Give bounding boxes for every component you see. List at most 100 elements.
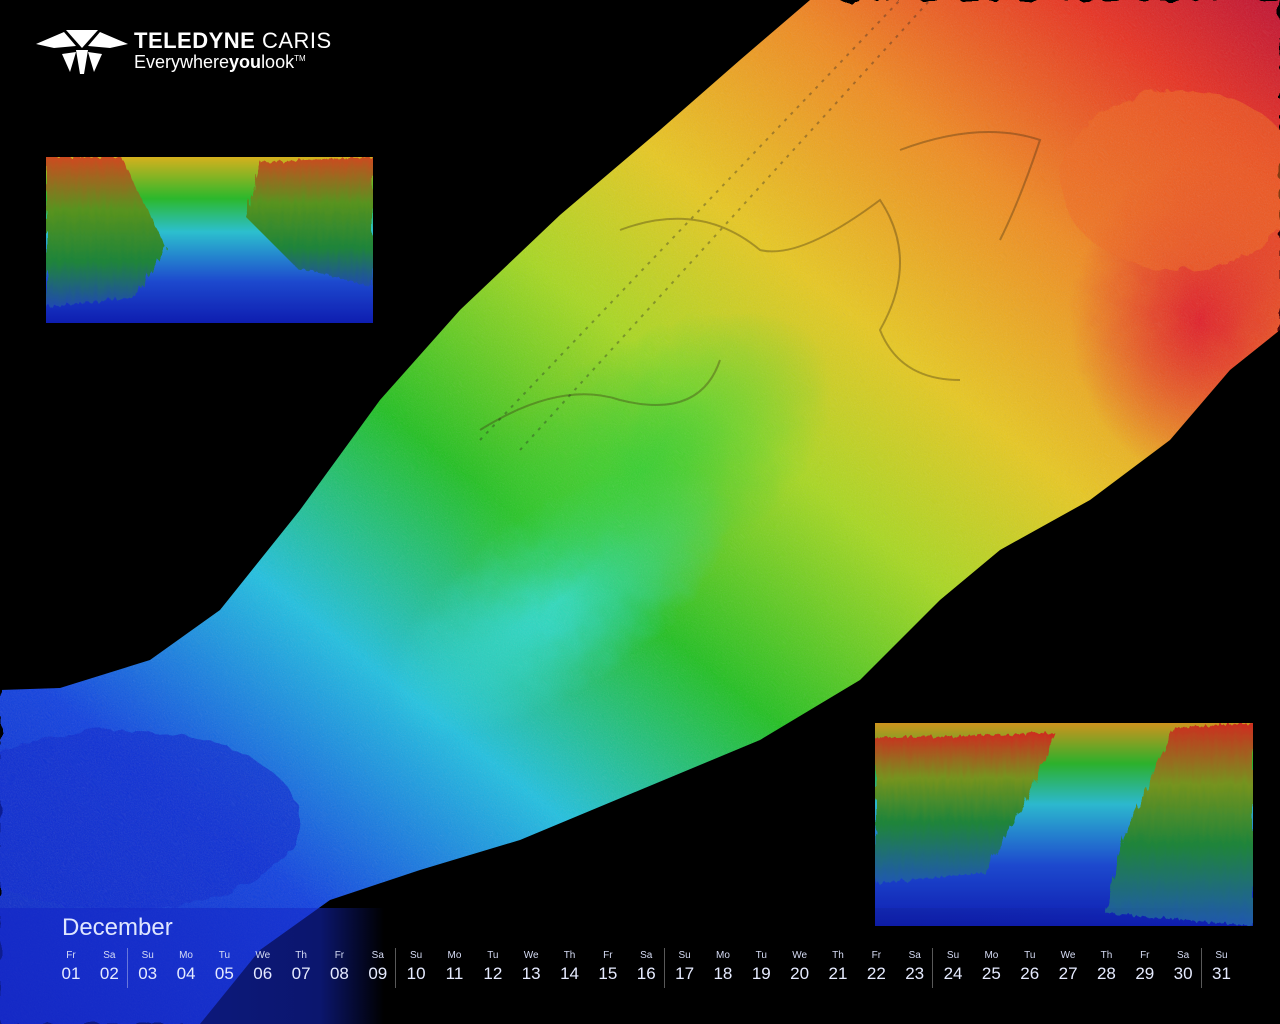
calendar-weekday: Sa: [1177, 950, 1190, 961]
month-title: December: [62, 914, 173, 941]
calendar-date: 16: [636, 964, 656, 983]
calendar-day: Su 10: [397, 950, 435, 984]
calendar-day: Tu 19: [742, 950, 780, 984]
calendar-day: Su 31: [1203, 950, 1241, 984]
calendar-weekday: Fr: [66, 950, 76, 961]
calendar-weekday: Mo: [715, 950, 730, 961]
calendar-date: 31: [1212, 964, 1231, 983]
calendar-date: 18: [713, 964, 733, 983]
calendar-weekday: Sa: [371, 950, 384, 961]
calendar-weekday: Th: [832, 950, 844, 961]
calendar-day: We 06: [244, 950, 282, 984]
calendar-date: 11: [445, 964, 464, 983]
trademark-mark: TM: [294, 54, 306, 63]
calendar-weekday: Fr: [603, 950, 613, 961]
tagline: EverywhereyoulookTM: [134, 52, 306, 73]
calendar-weekday: Su: [141, 950, 154, 961]
calendar-weekday: We: [255, 950, 271, 961]
calendar-day: Tu 12: [474, 950, 512, 984]
calendar-day: Su 17: [666, 950, 704, 984]
calendar-weekday: Sa: [908, 950, 921, 961]
calendar-date: 04: [176, 964, 196, 983]
calendar-day: Sa 30: [1164, 950, 1202, 984]
calendar-day: Sa 09: [359, 950, 397, 984]
calendar-weekday: Mo: [179, 950, 193, 961]
brand-name-bold: TELEDYNE: [134, 28, 256, 53]
tagline-bold: you: [229, 52, 262, 72]
calendar-date: 08: [329, 964, 349, 983]
calendar-weekday: Mo: [447, 950, 462, 961]
calendar-weekday: Tu: [755, 950, 767, 961]
calendar-day: Su 24: [934, 950, 972, 984]
calendar-day: We 13: [512, 950, 550, 984]
calendar-day: Mo 11: [436, 950, 474, 984]
calendar-weekday: We: [792, 950, 808, 961]
calendar-weekday: Fr: [871, 950, 882, 961]
week-separator: [1200, 948, 1202, 988]
calendar-date: 21: [828, 964, 848, 983]
calendar-day: Sa 16: [627, 950, 665, 984]
week-separator: [126, 948, 128, 988]
calendar-date: 15: [598, 964, 618, 983]
calendar-date: 19: [751, 964, 771, 983]
calendar-date: 12: [483, 964, 503, 983]
calendar-date: 05: [214, 964, 234, 983]
calendar-day: Th 21: [819, 950, 857, 984]
calendar-day: Th 28: [1087, 950, 1125, 984]
tagline-post: look: [261, 52, 295, 72]
calendar-day: Fr 01: [52, 950, 90, 984]
calendar-date: 23: [905, 964, 925, 983]
calendar-day: We 20: [781, 950, 819, 984]
calendar-date: 24: [943, 964, 963, 983]
calendar-weekday: We: [523, 950, 539, 961]
calendar-weekday: Sa: [640, 950, 653, 961]
teledyne-caris-logo: TELEDYNE CARIS EverywhereyoulookTM: [36, 28, 336, 78]
calendar-day: Tu 05: [205, 950, 243, 984]
calendar-weekday: Th: [295, 950, 307, 961]
inset-3d-view-bottom: [875, 723, 1253, 926]
calendar-date: 03: [138, 964, 158, 983]
calendar-day: Tu 26: [1011, 950, 1049, 984]
calendar-date: 01: [61, 964, 81, 983]
calendar-date: 22: [866, 964, 886, 983]
calendar-date: 07: [291, 964, 311, 983]
calendar-date: 09: [368, 964, 388, 983]
calendar-day: Fr 29: [1126, 950, 1164, 984]
calendar-weekday: Sa: [103, 950, 116, 961]
calendar-weekday: Th: [563, 950, 576, 961]
calendar-date: 06: [253, 964, 273, 983]
calendar-date: 25: [981, 964, 1001, 983]
brand-name-light: CARIS: [255, 28, 332, 53]
calendar-date: 20: [790, 964, 810, 983]
calendar-date: 10: [406, 964, 426, 983]
calendar-day: Mo 04: [167, 950, 205, 984]
calendar-weekday: Tu: [1024, 950, 1036, 961]
calendar-weekday: Su: [410, 950, 423, 961]
calendar-day: Th 07: [282, 950, 320, 984]
calendar-date: 02: [99, 964, 119, 983]
calendar-day: Mo 18: [704, 950, 742, 984]
calendar-weekday: Th: [1100, 950, 1113, 961]
calendar-weekday: Fr: [334, 950, 345, 961]
calendar-weekday: Tu: [218, 950, 231, 961]
brand-name: TELEDYNE CARIS: [134, 28, 332, 54]
calendar-day: Su 03: [129, 950, 167, 984]
calendar-weekday: We: [1060, 950, 1076, 961]
teledyne-logo-icon: [36, 30, 128, 74]
calendar-date: 29: [1135, 964, 1155, 983]
week-separator: [663, 948, 665, 988]
calendar-band: [0, 908, 1280, 1024]
calendar-day: Th 14: [551, 950, 589, 984]
calendar-date: 28: [1096, 964, 1116, 983]
calendar-date: 17: [675, 964, 695, 983]
calendar-weekday: Su: [1215, 950, 1228, 961]
calendar-day: Sa 23: [896, 950, 934, 984]
calendar-weekday: Tu: [487, 950, 499, 961]
calendar-day: Sa 02: [90, 950, 128, 984]
calendar-date: 30: [1173, 964, 1193, 983]
calendar-weekday: Fr: [1140, 950, 1150, 961]
week-separator: [932, 948, 934, 988]
calendar-weekday: Su: [946, 950, 960, 961]
tagline-pre: Everywhere: [134, 52, 230, 72]
week-separator: [395, 948, 397, 988]
